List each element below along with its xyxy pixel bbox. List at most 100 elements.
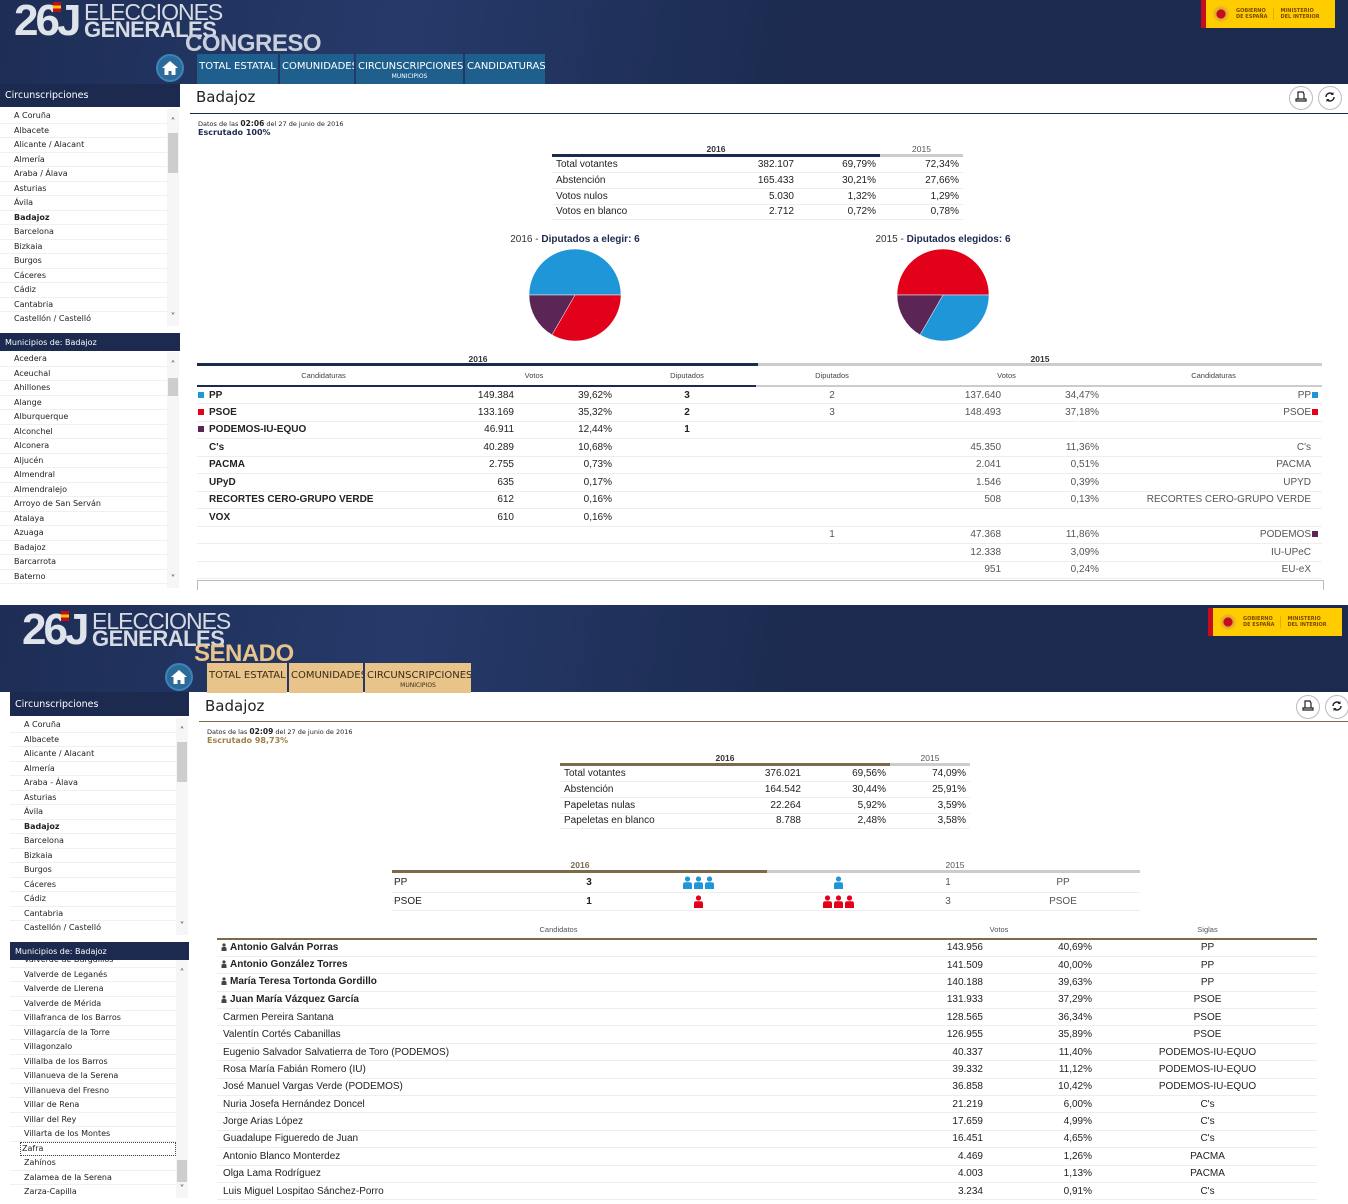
municipio-item[interactable]: Alconchel xyxy=(0,425,167,439)
circunscripcion-item[interactable]: Araba / Álava xyxy=(0,167,167,182)
scroll-up-icon[interactable]: ˄ xyxy=(179,968,185,979)
municipio-item[interactable]: Villagarcía de la Torre xyxy=(10,1026,176,1040)
tab-comunidades[interactable]: COMUNIDADES xyxy=(280,54,354,84)
municipio-item[interactable]: Badajoz xyxy=(0,541,167,555)
tab-comunidades[interactable]: COMUNIDADES xyxy=(289,663,363,693)
municipio-item[interactable]: Acedera xyxy=(0,352,167,367)
municipio-item[interactable]: Atalaya xyxy=(0,512,167,526)
circunscripcion-item[interactable]: Cantabria xyxy=(10,907,176,921)
pie-slice-pp[interactable] xyxy=(528,248,622,296)
circunscripcion-item[interactable]: Bizkaia xyxy=(0,240,167,254)
pie-slice-podemos[interactable] xyxy=(896,294,944,336)
pie-slice-psoe[interactable] xyxy=(896,248,990,296)
circunscripcion-item[interactable]: Bizkaia xyxy=(10,849,176,863)
circunscripcion-item[interactable]: Cantabria xyxy=(0,298,167,312)
scroll-up-icon[interactable]: ˄ xyxy=(170,117,176,128)
tab-total-estatal[interactable]: TOTAL ESTATAL xyxy=(197,54,278,84)
municipio-item[interactable]: Zafra xyxy=(20,1141,176,1156)
municipio-item[interactable]: Azuaga xyxy=(0,526,167,541)
scrollbar[interactable]: ˄ ˅ xyxy=(167,109,179,326)
tab-total-estatal[interactable]: TOTAL ESTATAL xyxy=(207,663,287,693)
circunscripcion-item[interactable]: Cádiz xyxy=(10,892,176,907)
scroll-thumb[interactable] xyxy=(177,742,187,782)
scroll-down-icon[interactable]: ˅ xyxy=(170,312,176,323)
circunscripcion-item[interactable]: Castellón / Castelló xyxy=(0,312,167,326)
circunscripcion-item[interactable]: Burgos xyxy=(0,254,167,269)
municipio-item[interactable]: Zarza-Capilla xyxy=(10,1185,176,1198)
print-button[interactable] xyxy=(1289,86,1313,110)
municipio-item[interactable]: Valverde de Mérida xyxy=(10,997,176,1011)
municipio-item[interactable]: Barcarrota xyxy=(0,555,167,570)
municipio-item[interactable]: Alburquerque xyxy=(0,410,167,425)
municipio-item[interactable]: Villalba de los Barros xyxy=(10,1055,176,1069)
scroll-up-icon[interactable]: ˄ xyxy=(170,360,176,371)
municipio-item[interactable]: Zalamea de la Serena xyxy=(10,1171,176,1185)
municipio-item[interactable]: Arroyo de San Serván xyxy=(0,497,167,512)
municipio-item[interactable]: Villagonzalo xyxy=(10,1040,176,1055)
municipio-item[interactable]: Valverde de Burguillos xyxy=(10,960,176,968)
home-button[interactable] xyxy=(156,54,184,82)
circunscripcion-item[interactable]: Albacete xyxy=(10,733,176,747)
scroll-down-icon[interactable]: ˅ xyxy=(170,574,176,585)
print-button[interactable] xyxy=(1296,695,1320,719)
municipio-item[interactable]: Villar de Rena xyxy=(10,1098,176,1113)
circunscripcion-item[interactable]: Cáceres xyxy=(10,878,176,892)
pie-slice-podemos-iu-equo[interactable] xyxy=(528,294,576,336)
circunscripcion-item[interactable]: Araba - Álava xyxy=(10,776,176,791)
municipio-item[interactable]: Villafranca de los Barros xyxy=(10,1011,176,1026)
municipio-item[interactable]: Valverde de Llerena xyxy=(10,982,176,997)
municipio-item[interactable]: Villar del Rey xyxy=(10,1113,176,1127)
circunscripcion-item[interactable]: Barcelona xyxy=(0,225,167,240)
scroll-up-icon[interactable]: ˄ xyxy=(179,726,185,737)
municipio-item[interactable]: Ahillones xyxy=(0,381,167,396)
municipio-item[interactable]: Villanueva del Fresno xyxy=(10,1084,176,1098)
tab-circunscripciones[interactable]: CIRCUNSCRIPCIONES MUNICIPIOS xyxy=(356,54,463,84)
refresh-button[interactable] xyxy=(1318,86,1342,110)
circunscripcion-item[interactable]: Alicante / Alacant xyxy=(0,138,167,153)
scrollbar[interactable]: ˄ ˅ xyxy=(167,352,179,588)
scrollbar[interactable]: ˄ ˅ xyxy=(176,960,188,1198)
circunscripcion-item[interactable]: Barcelona xyxy=(10,834,176,849)
circunscripcion-item[interactable]: Burgos xyxy=(10,863,176,878)
municipio-item[interactable]: Alange xyxy=(0,396,167,410)
scroll-thumb[interactable] xyxy=(168,133,178,173)
scroll-thumb[interactable] xyxy=(168,378,178,396)
circunscripcion-item[interactable]: Ávila xyxy=(0,196,167,211)
circunscripcion-item[interactable]: Asturias xyxy=(10,791,176,805)
scrollbar[interactable]: ˄ ˅ xyxy=(176,718,188,935)
municipio-item[interactable]: Almendral xyxy=(0,468,167,483)
prev-seats xyxy=(756,491,909,509)
scroll-down-icon[interactable]: ˅ xyxy=(179,1184,185,1195)
circunscripcion-item[interactable]: Albacete xyxy=(0,124,167,138)
circunscripcion-item[interactable]: Castellón / Castelló xyxy=(10,921,176,935)
circunscripcion-item[interactable]: Ávila xyxy=(10,805,176,820)
prev-party-color-swatch xyxy=(1312,566,1318,572)
tab-candidaturas[interactable]: CANDIDATURAS xyxy=(465,54,545,84)
circunscripcion-item[interactable]: A Coruña xyxy=(10,718,176,733)
municipio-item[interactable]: Baterno xyxy=(0,570,167,584)
municipio-item[interactable]: Villarta de los Montes xyxy=(10,1127,176,1142)
circunscripcion-item[interactable]: Almería xyxy=(0,153,167,167)
municipio-item[interactable]: Alconera xyxy=(0,439,167,454)
scroll-down-icon[interactable]: ˅ xyxy=(179,921,185,932)
municipio-item[interactable]: Almendralejo xyxy=(0,483,167,497)
scroll-thumb[interactable] xyxy=(177,1160,187,1182)
circunscripcion-item[interactable]: Alicante / Alacant xyxy=(10,747,176,762)
circunscripcion-item[interactable]: Asturias xyxy=(0,182,167,196)
circunscripcion-item[interactable]: Badajoz xyxy=(10,820,176,834)
municipio-item[interactable]: Aceuchal xyxy=(0,367,167,381)
circunscripcion-item[interactable]: Badajoz xyxy=(0,211,167,225)
municipio-item[interactable]: Aljucén xyxy=(0,454,167,468)
municipio-item[interactable]: Valverde de Leganés xyxy=(10,968,176,982)
home-button[interactable] xyxy=(165,663,193,691)
circunscripcion-item[interactable]: Almería xyxy=(10,762,176,776)
pie-slice-psoe[interactable] xyxy=(551,294,622,342)
municipio-item[interactable]: Zahínos xyxy=(10,1156,176,1171)
circunscripcion-item[interactable]: A Coruña xyxy=(0,109,167,124)
circunscripcion-item[interactable]: Cáceres xyxy=(0,269,167,283)
circunscripcion-item[interactable]: Cádiz xyxy=(0,283,167,298)
municipio-item[interactable]: Villanueva de la Serena xyxy=(10,1069,176,1084)
refresh-button[interactable] xyxy=(1325,695,1348,719)
tab-circunscripciones[interactable]: CIRCUNSCRIPCIONES MUNICIPIOS xyxy=(365,663,471,693)
pie-slice-pp[interactable] xyxy=(919,294,990,342)
